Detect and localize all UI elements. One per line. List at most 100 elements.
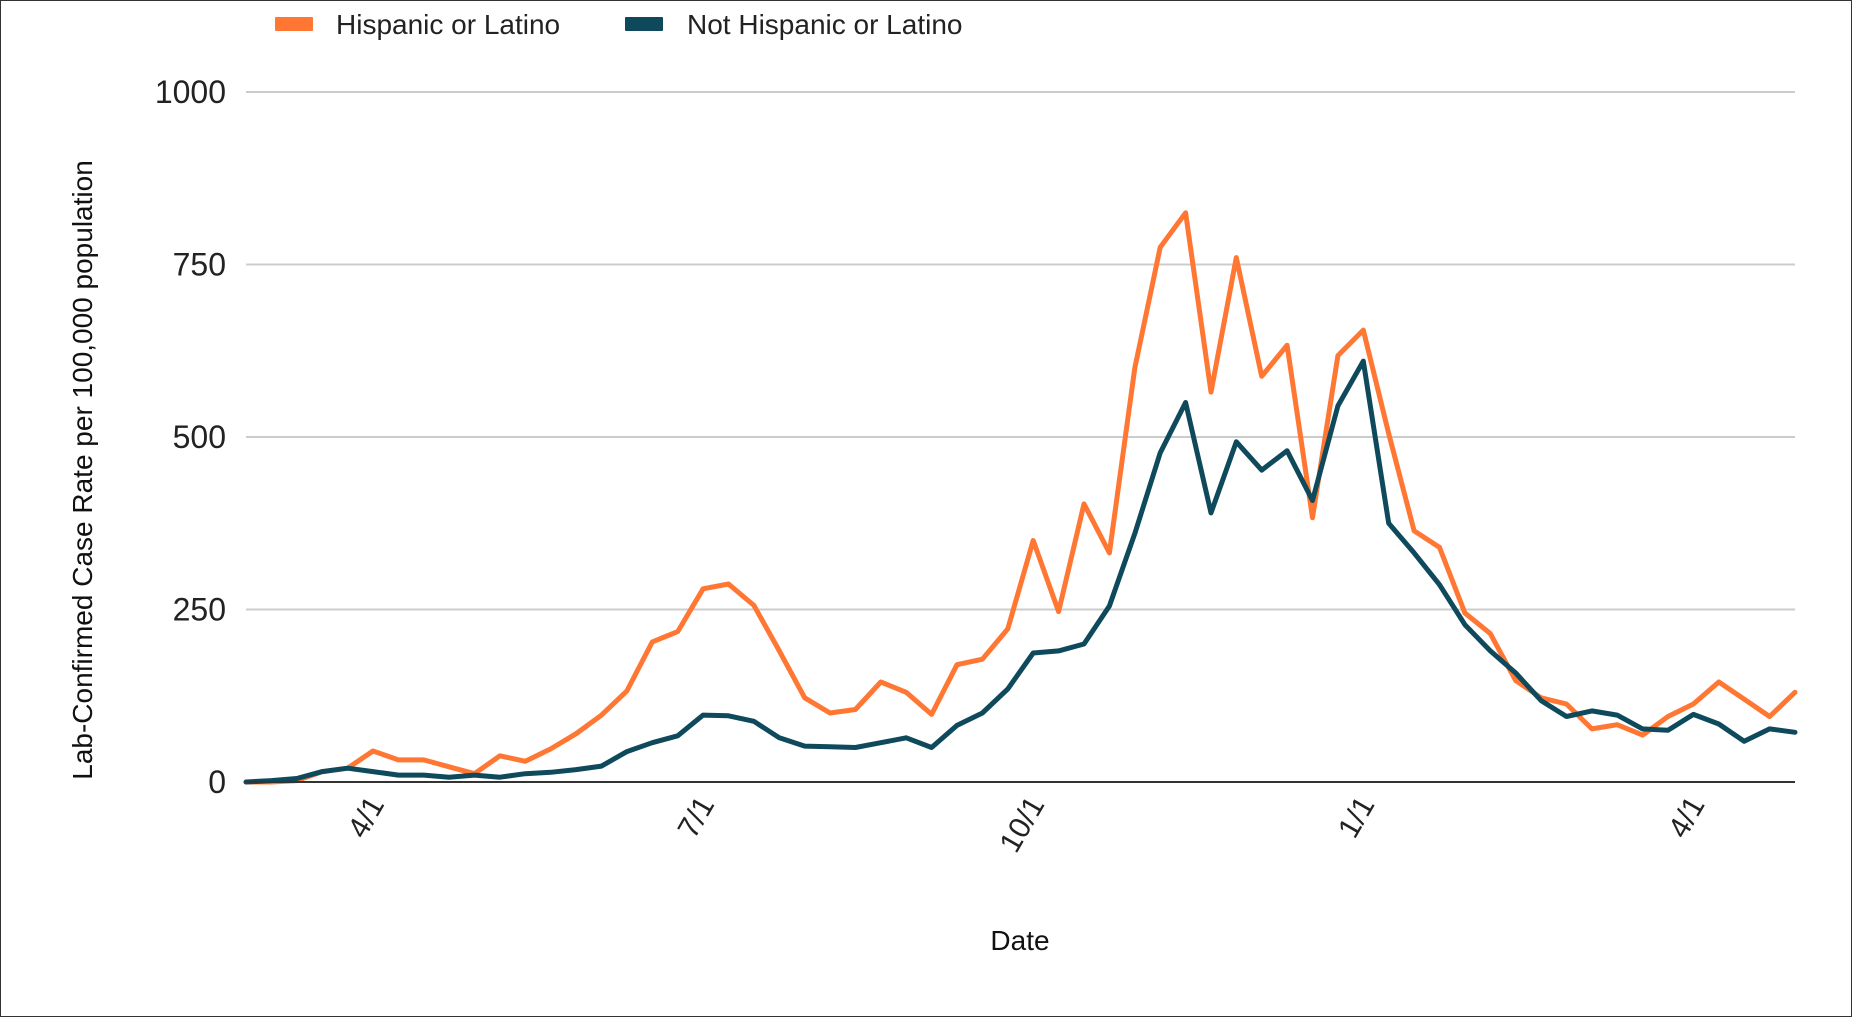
data-point [853,745,858,750]
data-point [574,767,579,772]
data-point [853,707,858,712]
data-point [1285,448,1290,453]
data-point [1716,722,1721,726]
data-point [1361,359,1366,364]
data-point [828,711,832,715]
data-point [1285,343,1290,348]
data-point [1640,726,1645,731]
legend-item-not-hispanic[interactable]: Not Hispanic or Latino [625,9,962,40]
data-point [421,773,426,778]
data-point [1412,550,1417,555]
data-point [1031,538,1036,543]
data-point [599,764,604,769]
data-point [726,713,731,718]
data-point [1335,403,1340,408]
x-axis-ticks: 4/1 7/1 10/1 1/1 4/1 [342,791,1712,858]
data-point [497,753,502,758]
x-tick-label: 10/1 [993,791,1051,858]
data-point [1158,245,1163,250]
data-point [1386,521,1391,526]
series-line-hispanic [243,210,1798,785]
data-point [1640,733,1645,738]
x-tick-label: 4/1 [342,791,391,844]
data-point [1082,642,1086,646]
data-point [396,773,401,778]
data-point [1666,714,1670,719]
data-point [1310,498,1315,503]
data-point [1005,626,1010,631]
data-point [650,639,655,644]
data-point [1793,690,1797,695]
data-point [472,773,477,778]
data-point [1589,726,1594,731]
legend-swatch-hispanic [275,17,313,31]
data-point [1488,631,1493,636]
data-point [1031,651,1036,655]
data-point [1742,697,1747,702]
data-point [955,662,959,667]
data-point [1386,431,1391,436]
data-point [447,764,452,769]
data-point [294,776,299,781]
data-point [1132,531,1137,536]
data-point [1183,400,1188,405]
data-point [650,740,655,745]
legend-label-hispanic: Hispanic or Latino [336,9,560,40]
data-point [1742,739,1747,744]
data-point [371,749,375,753]
data-point [675,629,680,634]
data-point [548,770,553,775]
data-point [878,680,883,684]
data-point [599,713,604,718]
data-point [675,733,680,738]
data-point [1209,510,1213,515]
data-point [929,712,934,717]
data-point [980,657,985,662]
data-point [1107,550,1112,555]
data-point [1488,648,1493,653]
data-point [1615,722,1620,727]
data-point [1437,582,1442,587]
y-tick-label: 1000 [155,74,226,110]
data-point [1666,728,1670,733]
x-tick-label: 4/1 [1662,791,1711,844]
y-tick-label: 500 [173,419,226,455]
data-point [1158,450,1163,455]
data-point [320,769,325,774]
data-point [1259,468,1264,473]
legend-item-hispanic[interactable]: Hispanic or Latino [275,9,560,40]
data-point [980,711,985,715]
data-point [1793,730,1797,735]
data-point [1209,390,1213,395]
data-point [701,713,706,718]
data-point [701,586,706,591]
data-point [1691,702,1696,706]
data-point [574,731,579,736]
data-point [1615,713,1620,718]
data-point [1437,545,1442,550]
data-point [828,744,832,749]
data-point [1589,708,1594,713]
y-tick-label: 250 [173,592,226,628]
data-point [1132,366,1137,370]
data-point [751,603,756,608]
data-point [1082,501,1086,506]
y-axis-title: Lab-Confirmed Case Rate per 100,000 popu… [67,160,98,780]
x-tick-label: 7/1 [672,791,721,844]
data-point [1234,255,1239,260]
data-point [1259,374,1264,379]
data-point [1462,622,1467,627]
data-point [751,719,756,724]
data-point [1462,611,1467,615]
data-point [1234,439,1239,444]
series-lines [243,210,1798,785]
legend: Hispanic or Latino Not Hispanic or Latin… [275,9,962,40]
data-point [878,740,883,745]
data-point [1310,515,1315,520]
data-point [929,745,934,750]
data-point [777,648,782,653]
data-point [1183,210,1188,215]
data-point [624,749,629,754]
